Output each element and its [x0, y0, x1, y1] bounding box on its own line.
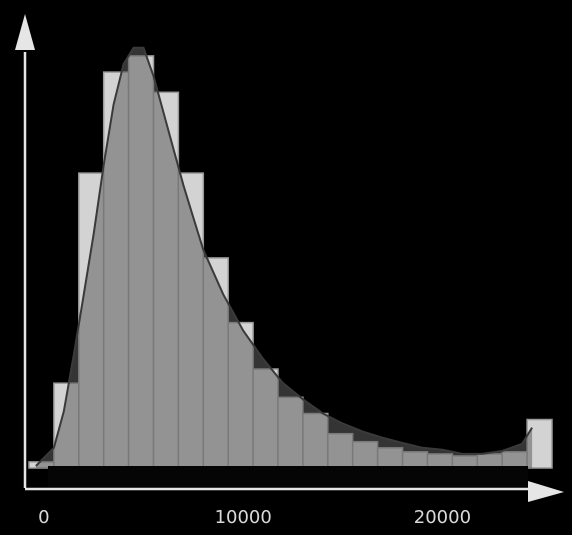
- x-axis-arrow: [528, 481, 564, 502]
- y-axis-arrow: [15, 14, 35, 50]
- density-curve-area: [35, 47, 533, 469]
- x-tick-labels: 0 10000 20000: [38, 507, 471, 528]
- axes: [15, 14, 564, 502]
- density-curve-line: [35, 46, 533, 467]
- baseline-band: [48, 466, 528, 490]
- density-curve-layer: [35, 46, 533, 469]
- x-tick-label: 0: [38, 507, 49, 528]
- x-tick-label: 20000: [414, 507, 471, 528]
- x-tick-label: 10000: [215, 507, 272, 528]
